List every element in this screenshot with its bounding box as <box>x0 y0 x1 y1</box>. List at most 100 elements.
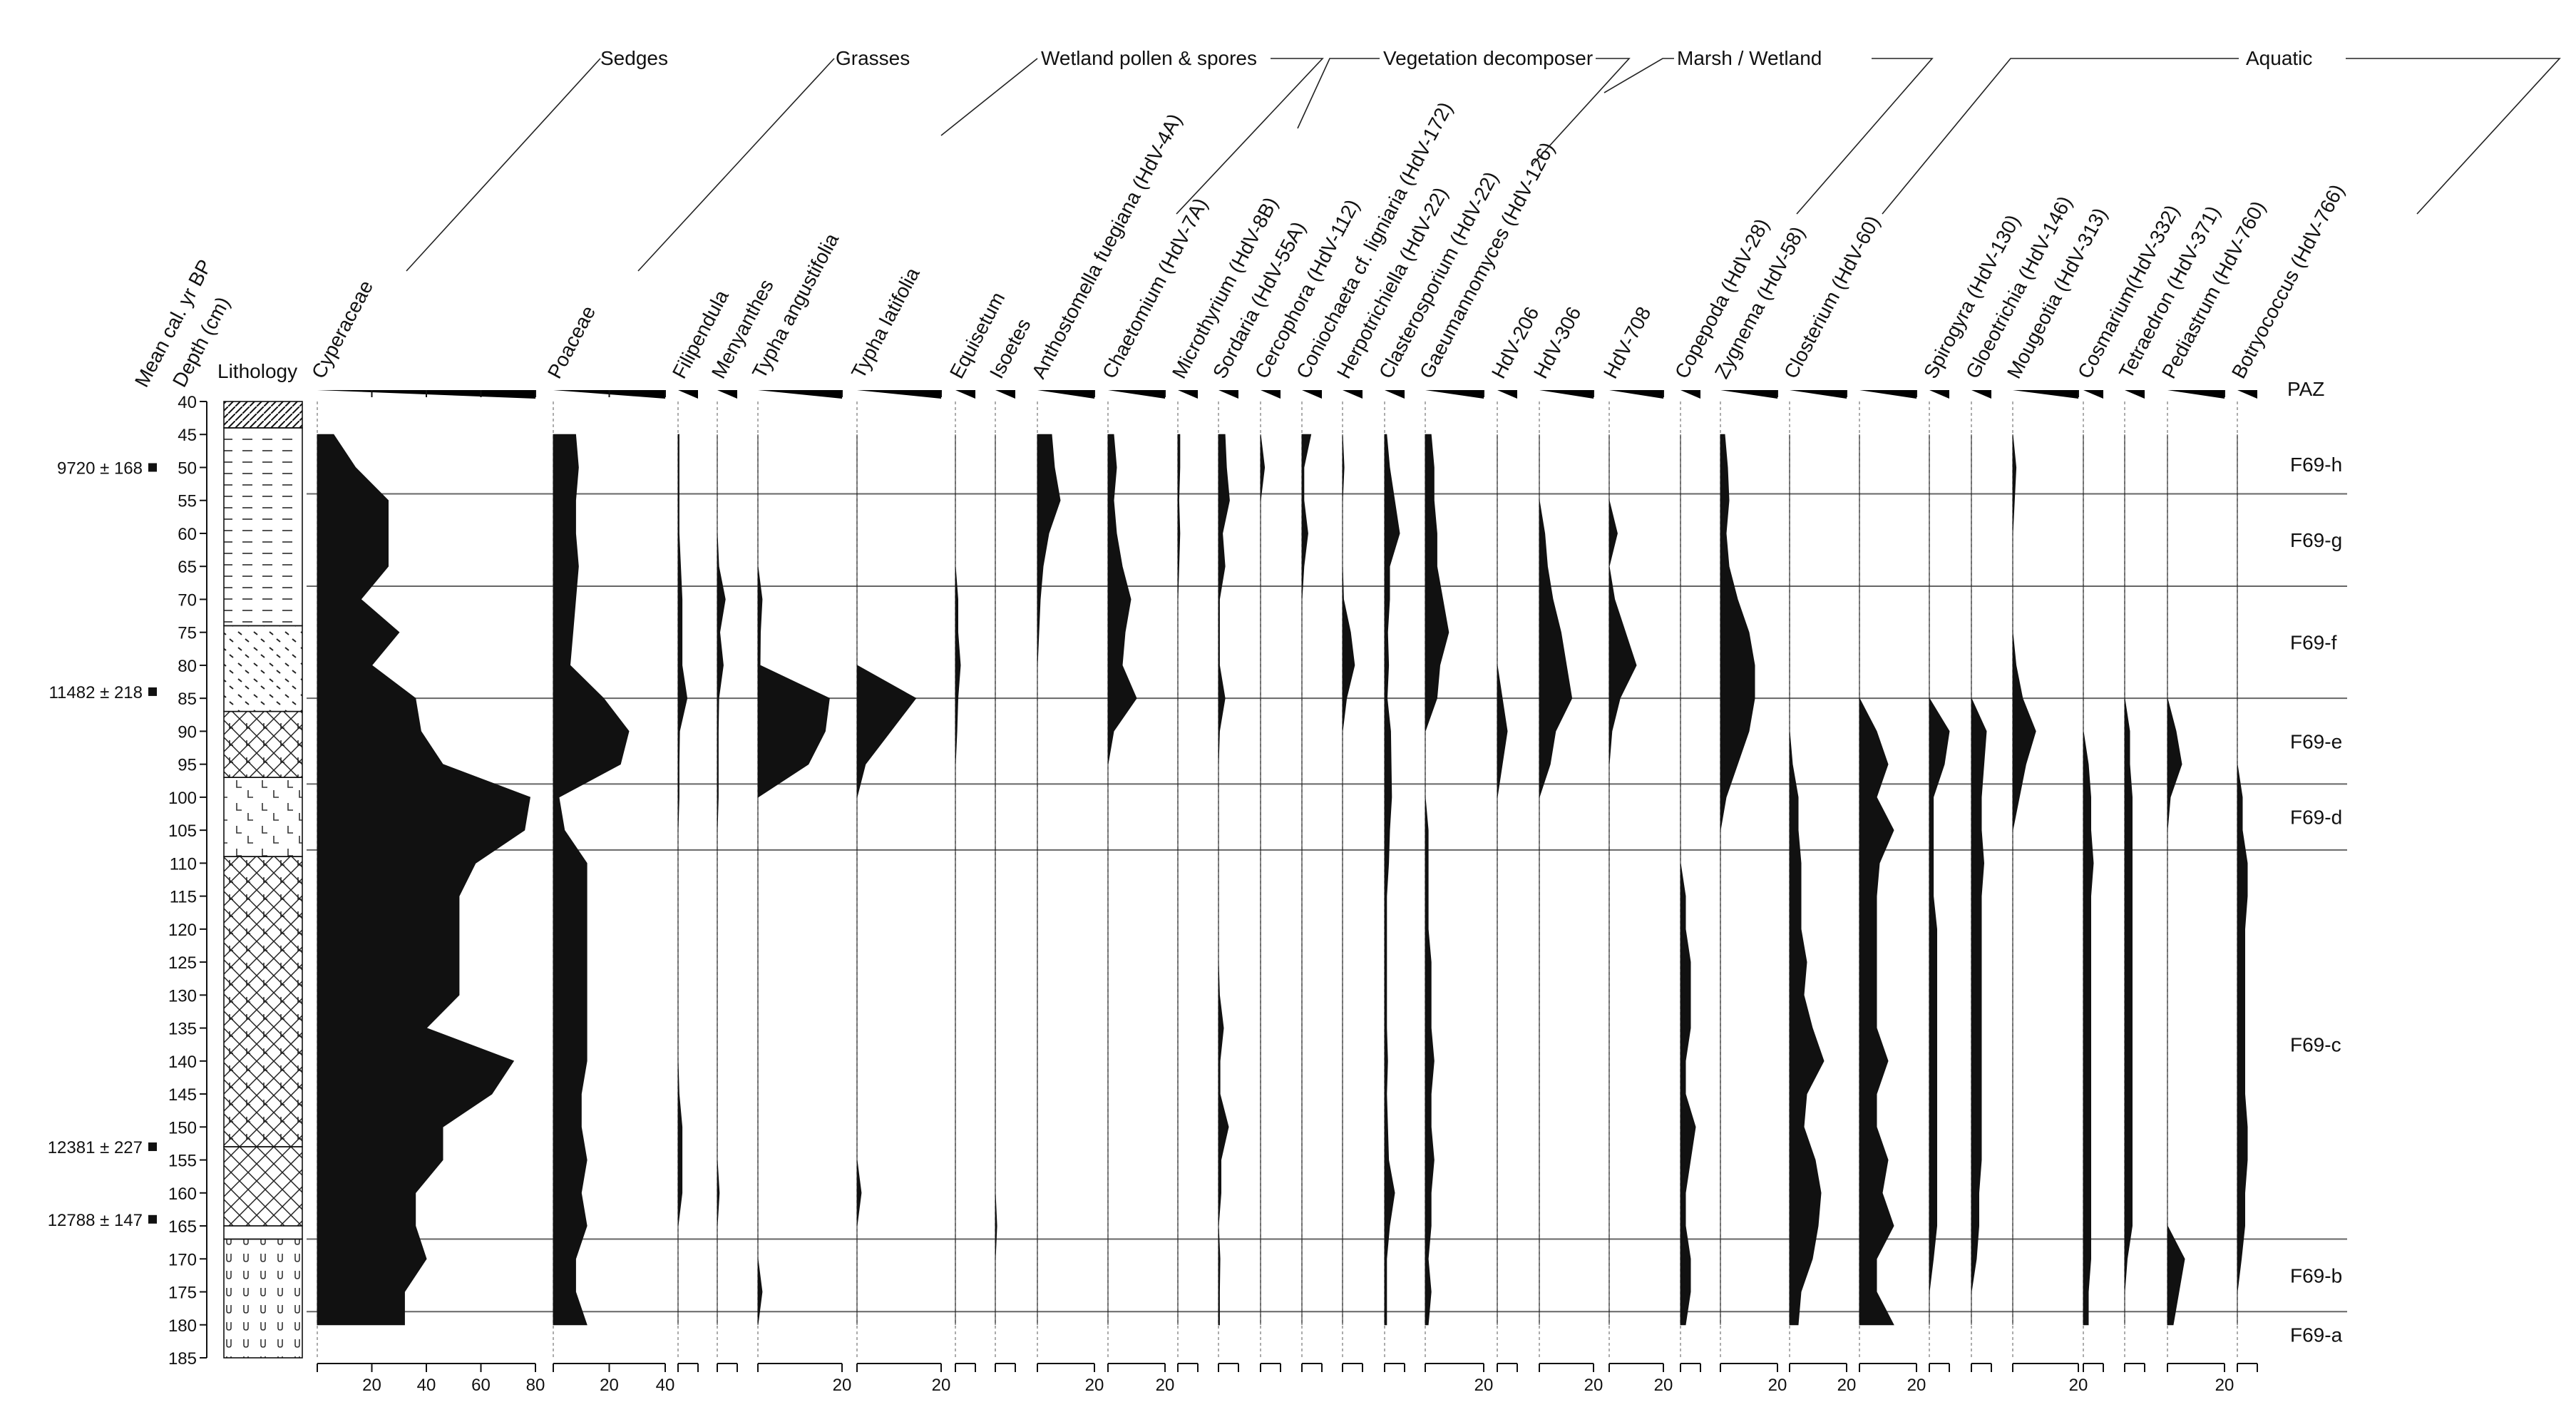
top-scale <box>1037 390 1094 399</box>
top-scale <box>678 390 698 399</box>
scale-label: 60 <box>471 1376 491 1395</box>
scale-label: 20 <box>1654 1376 1673 1395</box>
curve-cercophora-hdv-112- <box>1260 434 1266 1325</box>
scale-label: 20 <box>1768 1376 1787 1395</box>
depth-axes: 40 45 50 55 60 65 70 75 80 85 90 95 100 105 110 115 120 1… <box>168 390 2258 1395</box>
scale-label: 20 <box>1474 1376 1494 1395</box>
zone-label: F69-h <box>2290 454 2342 476</box>
scale-label: 40 <box>417 1376 436 1395</box>
taxon-curves <box>317 401 2248 1358</box>
group-leader <box>940 58 1324 215</box>
curve-hdv-306 <box>1539 434 1573 1325</box>
taxon-label: Cyperaceae <box>307 277 377 382</box>
zone-lines <box>307 493 2347 1313</box>
zone-label: F69-b <box>2290 1264 2342 1286</box>
curve-equisetum <box>955 434 961 1325</box>
curve-isoetes <box>995 434 997 1325</box>
lithology-unit <box>223 401 303 429</box>
top-scale <box>1539 390 1594 399</box>
scale-label: 20 <box>2215 1376 2234 1395</box>
top-scale <box>2237 390 2257 399</box>
group-leader <box>1882 58 2561 215</box>
age-label: 12788 ± 147 <box>48 1211 143 1230</box>
depth-tick-label: 70 <box>178 590 197 610</box>
curve-microthyrium-hdv-8b- <box>1177 434 1181 1325</box>
depth-tick-label: 55 <box>178 492 197 511</box>
depth-tick-label: 75 <box>178 624 197 643</box>
lithology-title: Lithology <box>217 360 297 382</box>
lithology-column <box>223 401 303 1359</box>
curve-poaceae <box>553 434 630 1326</box>
age-marker <box>148 1214 157 1224</box>
taxon-label: HdV-708 <box>1599 303 1656 382</box>
curve-cyperaceae <box>317 434 530 1326</box>
depth-tick-label: 140 <box>168 1053 197 1072</box>
top-scale <box>995 390 1015 399</box>
group-leader <box>406 58 601 272</box>
group-leader <box>637 58 835 272</box>
depth-tick-label: 185 <box>168 1349 197 1369</box>
scale-label: 40 <box>656 1376 675 1395</box>
lithology-unit <box>223 625 303 712</box>
age-marker <box>148 463 157 472</box>
age-marker <box>148 1142 157 1152</box>
curve-clasterosporium-hdv-22- <box>1384 434 1400 1326</box>
curve-chaetomium-hdv-7a- <box>1107 434 1137 1325</box>
scale-label: 20 <box>1085 1376 1104 1395</box>
depth-tick-label: 165 <box>168 1217 197 1237</box>
curve-closterium-hdv-60- <box>1789 434 1825 1326</box>
top-scale <box>1720 390 1777 399</box>
curve-hdv-206 <box>1497 434 1508 1325</box>
depth-tick-label: 125 <box>168 953 197 973</box>
scale-label: 20 <box>600 1376 619 1395</box>
age-label: 11482 ± 218 <box>48 683 143 702</box>
top-scale <box>2125 390 2145 399</box>
curve-hdv-708 <box>1608 434 1637 1325</box>
taxon-label: Anthostomella fuegiana (HdV-4A) <box>1027 110 1186 382</box>
depth-tick-label: 115 <box>170 888 197 907</box>
curve-filipendula <box>677 434 688 1325</box>
group-label: Vegetation decomposer <box>1383 47 1593 69</box>
curve-zygnema-hdv-58- <box>1720 434 1755 1325</box>
top-scale <box>717 390 737 399</box>
top-scale <box>1218 390 1238 399</box>
age-label: 12381 ± 227 <box>48 1138 143 1157</box>
top-scale <box>1261 390 1281 399</box>
depth-tick-label: 110 <box>170 854 197 874</box>
group-label: Sedges <box>600 47 668 69</box>
depth-tick-label: 95 <box>178 756 197 775</box>
zone-label: F69-a <box>2290 1324 2343 1346</box>
group-label: Marsh / Wetland <box>1677 47 1822 69</box>
top-scale <box>1302 390 1322 399</box>
lithology-unit <box>223 710 303 778</box>
curve-coniochaeta-cf-ligniaria-hdv-172- <box>1301 434 1312 1325</box>
zone-label: F69-e <box>2290 730 2342 752</box>
scale-label: 20 <box>1156 1376 1175 1395</box>
lithology-unit <box>223 1238 303 1359</box>
top-scale <box>2013 390 2078 399</box>
group-leader <box>1297 58 1631 165</box>
curve-hdv-60b <box>1859 434 1894 1326</box>
depth-tick-label: 135 <box>168 1020 197 1039</box>
group-label: Aquatic <box>2246 47 2312 69</box>
depth-tick-label: 85 <box>178 690 197 709</box>
curve-pediastrum-hdv-760- <box>2167 434 2185 1326</box>
curve-botryococcus-hdv-766- <box>2237 434 2248 1325</box>
curve-mougeotia-hdv-313- <box>2012 434 2036 1325</box>
top-scale <box>1971 390 1991 399</box>
depth-tick-label: 65 <box>178 558 197 577</box>
scale-label: 20 <box>932 1376 951 1395</box>
group-leader <box>1603 58 1934 215</box>
depth-tick-label: 80 <box>178 657 197 676</box>
depth-tick-label: 175 <box>168 1284 197 1303</box>
curve-sordaria-hdv-55a- <box>1218 434 1230 1326</box>
top-scale <box>857 390 941 399</box>
depth-tick-label: 40 <box>178 393 197 412</box>
top-scale <box>1497 390 1517 399</box>
curve-anthostomella-fuegiana-hdv-4a- <box>1037 434 1061 1325</box>
lithology-unit <box>223 777 303 857</box>
top-scale <box>2083 390 2103 399</box>
zone-label: F69-c <box>2290 1034 2341 1056</box>
curve-menyanthes <box>717 434 726 1325</box>
curve-tetraedron-hdv-371- <box>2124 434 2133 1325</box>
